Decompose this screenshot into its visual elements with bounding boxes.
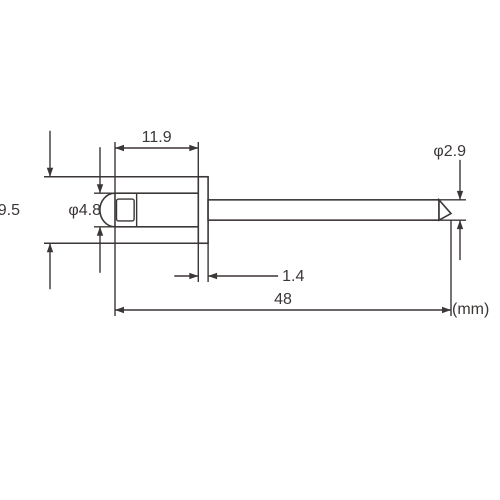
label-body-dia: φ4.8 — [68, 202, 101, 219]
extension-lines — [44, 142, 466, 316]
rivet-dimension-diagram: φ9.5 φ4.8 11.9 1.4 48 φ2.9 (mm) — [0, 0, 500, 500]
dimension-texts: φ9.5 φ4.8 11.9 1.4 48 φ2.9 (mm) — [0, 129, 489, 318]
label-total-len: 48 — [274, 291, 292, 308]
label-pin-dia: φ2.9 — [433, 143, 466, 160]
label-flange-t: 1.4 — [282, 268, 304, 285]
label-body-len: 11.9 — [142, 129, 172, 146]
label-unit: (mm) — [452, 301, 489, 318]
label-flange-dia: φ9.5 — [0, 202, 20, 219]
rivet-part — [100, 177, 451, 244]
